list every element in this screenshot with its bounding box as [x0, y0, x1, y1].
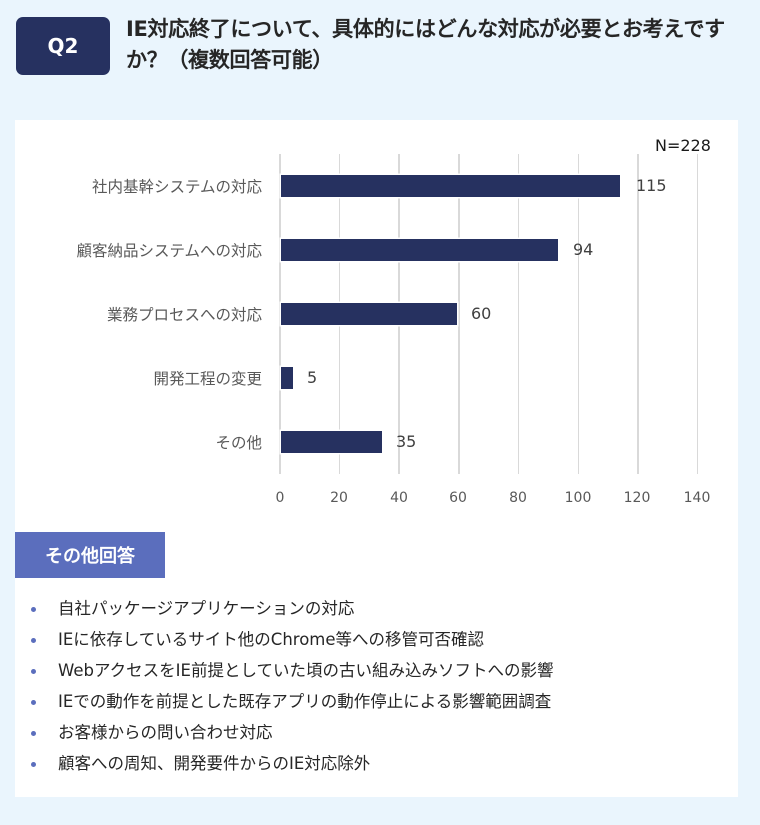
- bar-row: 35: [279, 431, 699, 453]
- other-answers-list: 自社パッケージアプリケーションの対応 IEに依存しているサイト他のChrome等…: [0, 596, 553, 782]
- list-item-text: IEでの動作を前提とした既存アプリの動作停止による影響範囲調査: [58, 692, 552, 711]
- chart-panel: [15, 120, 738, 797]
- x-tick-label: 40: [390, 490, 408, 506]
- bar-value-label: 60: [471, 304, 492, 323]
- list-item: 顧客への周知、開発要件からのIE対応除外: [0, 751, 553, 782]
- bullet-icon: [31, 607, 36, 612]
- bar-value-label: 115: [636, 176, 667, 195]
- category-label: 社内基幹システムの対応: [91, 178, 262, 196]
- list-item: WebアクセスをIE前提としていた頃の古い組み込みソフトへの影響: [0, 658, 553, 689]
- list-item: IEに依存しているサイト他のChrome等への移管可否確認: [0, 627, 553, 658]
- bullet-icon: [31, 700, 36, 705]
- category-label: 業務プロセスへの対応: [106, 306, 262, 324]
- bar-row: 115: [279, 175, 699, 197]
- bar: [281, 303, 457, 325]
- gridline-80: [517, 154, 520, 474]
- category-label: 開発工程の変更: [153, 370, 262, 388]
- list-item-text: WebアクセスをIE前提としていた頃の古い組み込みソフトへの影響: [58, 661, 554, 680]
- bar-chart-plot-area: 115 94 60 5 35: [279, 154, 699, 474]
- x-tick-label: 20: [330, 490, 348, 506]
- gridline-140: [696, 154, 699, 474]
- question-title: IE対応終了について、具体的にはどんな対応が必要とお考えですか？（複数回答可能）: [126, 17, 725, 72]
- bar-row: 5: [279, 367, 699, 389]
- bar: [281, 175, 620, 197]
- gridline-60: [458, 154, 460, 474]
- list-item-text: 顧客への周知、開発要件からのIE対応除外: [58, 754, 371, 773]
- x-tick-label: 80: [509, 490, 527, 506]
- bullet-icon: [31, 638, 36, 643]
- x-tick-label: 0: [275, 490, 285, 506]
- question-number-badge: Q2: [16, 17, 110, 75]
- bullet-icon: [31, 731, 36, 736]
- list-item-text: 自社パッケージアプリケーションの対応: [58, 599, 355, 618]
- bar-row: 94: [279, 239, 699, 261]
- bar: [281, 431, 382, 453]
- category-label: その他: [215, 434, 262, 452]
- x-tick-label: 60: [449, 490, 467, 506]
- list-item: 自社パッケージアプリケーションの対応: [0, 596, 553, 627]
- gridline-120: [637, 154, 639, 474]
- x-tick-label: 140: [683, 490, 711, 506]
- bar: [281, 367, 293, 389]
- list-item: お客様からの問い合わせ対応: [0, 720, 553, 751]
- sample-size-label: N=228: [655, 136, 711, 155]
- category-label: 顧客納品システムへの対応: [76, 242, 262, 260]
- bar: [281, 239, 558, 261]
- bar-value-label: 5: [307, 368, 318, 387]
- list-item-text: お客様からの問い合わせ対応: [58, 723, 273, 742]
- x-tick-label: 120: [623, 490, 651, 506]
- bullet-icon: [31, 762, 36, 767]
- bar-value-label: 94: [573, 240, 594, 259]
- gridline-100: [577, 154, 579, 474]
- list-item: IEでの動作を前提とした既存アプリの動作停止による影響範囲調査: [0, 689, 553, 720]
- list-item-text: IEに依存しているサイト他のChrome等への移管可否確認: [58, 630, 485, 649]
- x-tick-label: 100: [564, 490, 592, 506]
- bar-row: 60: [279, 303, 699, 325]
- gridline-0: [279, 154, 281, 474]
- bar-value-label: 35: [396, 432, 417, 451]
- bullet-icon: [31, 669, 36, 674]
- other-answers-heading: その他回答: [15, 532, 165, 578]
